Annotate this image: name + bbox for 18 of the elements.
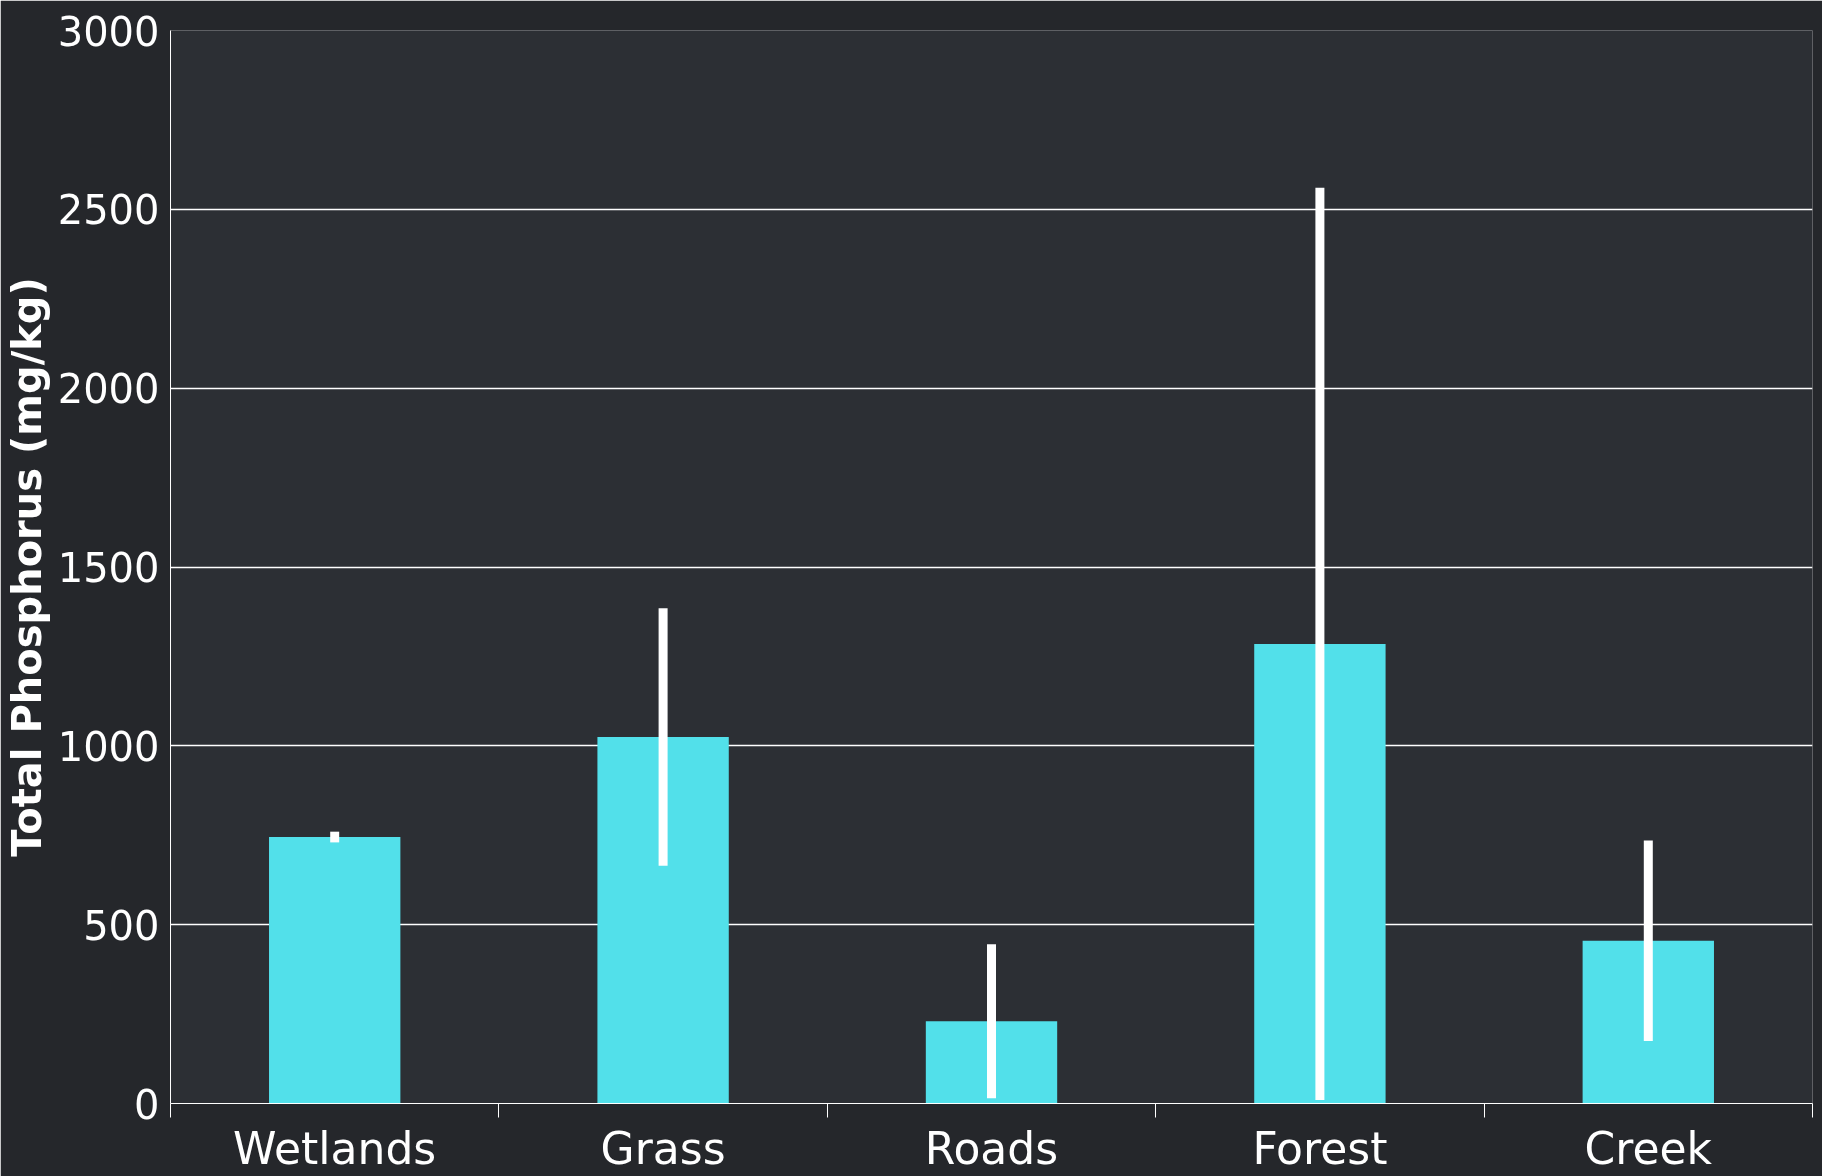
y-axis-title: Total Phosphorus (mg/kg): [3, 277, 50, 857]
y-tick-label: 0: [134, 1081, 160, 1128]
bar: [269, 837, 401, 1104]
bar: [597, 736, 729, 1104]
bar: [1582, 940, 1714, 1104]
x-tick-label: Creek: [1584, 1122, 1713, 1174]
x-tick-label: Forest: [1252, 1122, 1388, 1174]
bar: [1254, 643, 1386, 1104]
y-tick-label: 1000: [57, 723, 160, 770]
y-tick-label: 1500: [57, 545, 160, 591]
x-tick-label: Wetlands: [233, 1122, 437, 1174]
y-tick-label: 2000: [57, 366, 160, 413]
y-tick-label: 500: [83, 902, 160, 949]
y-tick-label: 3000: [57, 8, 160, 55]
bar: [925, 1021, 1058, 1104]
x-tick-label: Grass: [600, 1122, 726, 1174]
y-tick-label: 2500: [57, 187, 160, 234]
x-tick-label: Roads: [924, 1122, 1059, 1174]
